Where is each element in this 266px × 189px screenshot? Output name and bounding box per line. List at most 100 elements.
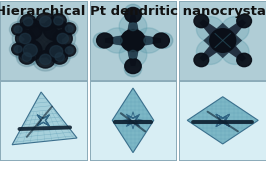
Circle shape <box>16 16 46 43</box>
Circle shape <box>129 23 137 31</box>
Circle shape <box>48 11 69 30</box>
Polygon shape <box>219 117 226 124</box>
Circle shape <box>121 29 145 52</box>
Polygon shape <box>219 117 226 124</box>
Circle shape <box>39 15 72 44</box>
Polygon shape <box>129 117 137 124</box>
Circle shape <box>196 17 224 42</box>
Circle shape <box>124 61 142 77</box>
Polygon shape <box>129 117 137 124</box>
Polygon shape <box>105 33 133 48</box>
Circle shape <box>60 21 78 37</box>
Circle shape <box>50 27 76 50</box>
Circle shape <box>42 38 71 65</box>
Circle shape <box>25 24 61 57</box>
Circle shape <box>97 33 113 48</box>
Circle shape <box>43 19 68 40</box>
Circle shape <box>119 14 147 39</box>
Circle shape <box>237 14 252 28</box>
Circle shape <box>22 53 31 61</box>
Polygon shape <box>37 115 49 126</box>
Circle shape <box>54 17 63 25</box>
Circle shape <box>19 33 31 44</box>
Circle shape <box>103 28 131 53</box>
Polygon shape <box>218 36 246 62</box>
Polygon shape <box>125 15 141 40</box>
Circle shape <box>23 44 37 57</box>
Circle shape <box>12 24 25 35</box>
Circle shape <box>210 29 236 52</box>
Polygon shape <box>216 114 230 126</box>
Polygon shape <box>216 114 230 126</box>
Circle shape <box>19 40 42 61</box>
Circle shape <box>57 33 68 44</box>
Circle shape <box>124 4 142 20</box>
Circle shape <box>221 17 249 42</box>
Polygon shape <box>112 88 154 153</box>
Circle shape <box>194 53 209 67</box>
Polygon shape <box>219 117 226 124</box>
Polygon shape <box>37 115 49 126</box>
Circle shape <box>65 47 73 54</box>
Polygon shape <box>199 19 228 45</box>
Polygon shape <box>219 117 226 124</box>
Circle shape <box>16 47 37 67</box>
Circle shape <box>36 13 55 30</box>
Circle shape <box>20 19 42 40</box>
Circle shape <box>51 14 66 28</box>
Circle shape <box>125 7 141 22</box>
Polygon shape <box>39 116 48 124</box>
Polygon shape <box>123 112 143 129</box>
Circle shape <box>14 46 22 53</box>
Circle shape <box>237 53 252 67</box>
Polygon shape <box>129 117 137 124</box>
Circle shape <box>15 36 46 65</box>
Polygon shape <box>216 114 230 126</box>
Polygon shape <box>203 23 242 58</box>
Polygon shape <box>199 36 228 62</box>
Polygon shape <box>129 117 137 124</box>
Polygon shape <box>39 116 48 124</box>
Circle shape <box>53 30 72 47</box>
Circle shape <box>32 10 58 33</box>
Circle shape <box>32 48 58 71</box>
Circle shape <box>129 50 137 58</box>
Polygon shape <box>126 114 140 126</box>
Circle shape <box>153 33 169 48</box>
Polygon shape <box>216 114 230 126</box>
Circle shape <box>23 17 33 26</box>
Polygon shape <box>133 33 161 48</box>
Circle shape <box>135 28 163 53</box>
Circle shape <box>63 44 76 56</box>
Circle shape <box>63 23 76 35</box>
Polygon shape <box>125 40 141 66</box>
Polygon shape <box>219 117 226 124</box>
Polygon shape <box>219 117 226 124</box>
Polygon shape <box>219 117 226 124</box>
Polygon shape <box>127 115 139 125</box>
Polygon shape <box>219 117 226 124</box>
Circle shape <box>156 33 173 48</box>
Circle shape <box>19 50 35 64</box>
Circle shape <box>55 53 64 61</box>
Circle shape <box>45 42 67 61</box>
Circle shape <box>19 18 68 63</box>
Circle shape <box>221 39 249 64</box>
Circle shape <box>114 36 122 44</box>
Circle shape <box>60 42 78 58</box>
Polygon shape <box>127 115 139 125</box>
Text: Hierarchical Pt dendritic nanocrystal: Hierarchical Pt dendritic nanocrystal <box>0 5 266 18</box>
Circle shape <box>49 47 70 67</box>
Polygon shape <box>38 116 48 125</box>
Circle shape <box>119 42 147 67</box>
Circle shape <box>50 46 63 57</box>
Circle shape <box>18 12 39 31</box>
Circle shape <box>144 36 152 44</box>
Polygon shape <box>219 117 226 124</box>
Circle shape <box>12 43 25 55</box>
Circle shape <box>16 30 35 47</box>
Circle shape <box>20 15 36 29</box>
Polygon shape <box>219 117 226 124</box>
Polygon shape <box>38 116 48 125</box>
Polygon shape <box>187 97 258 144</box>
